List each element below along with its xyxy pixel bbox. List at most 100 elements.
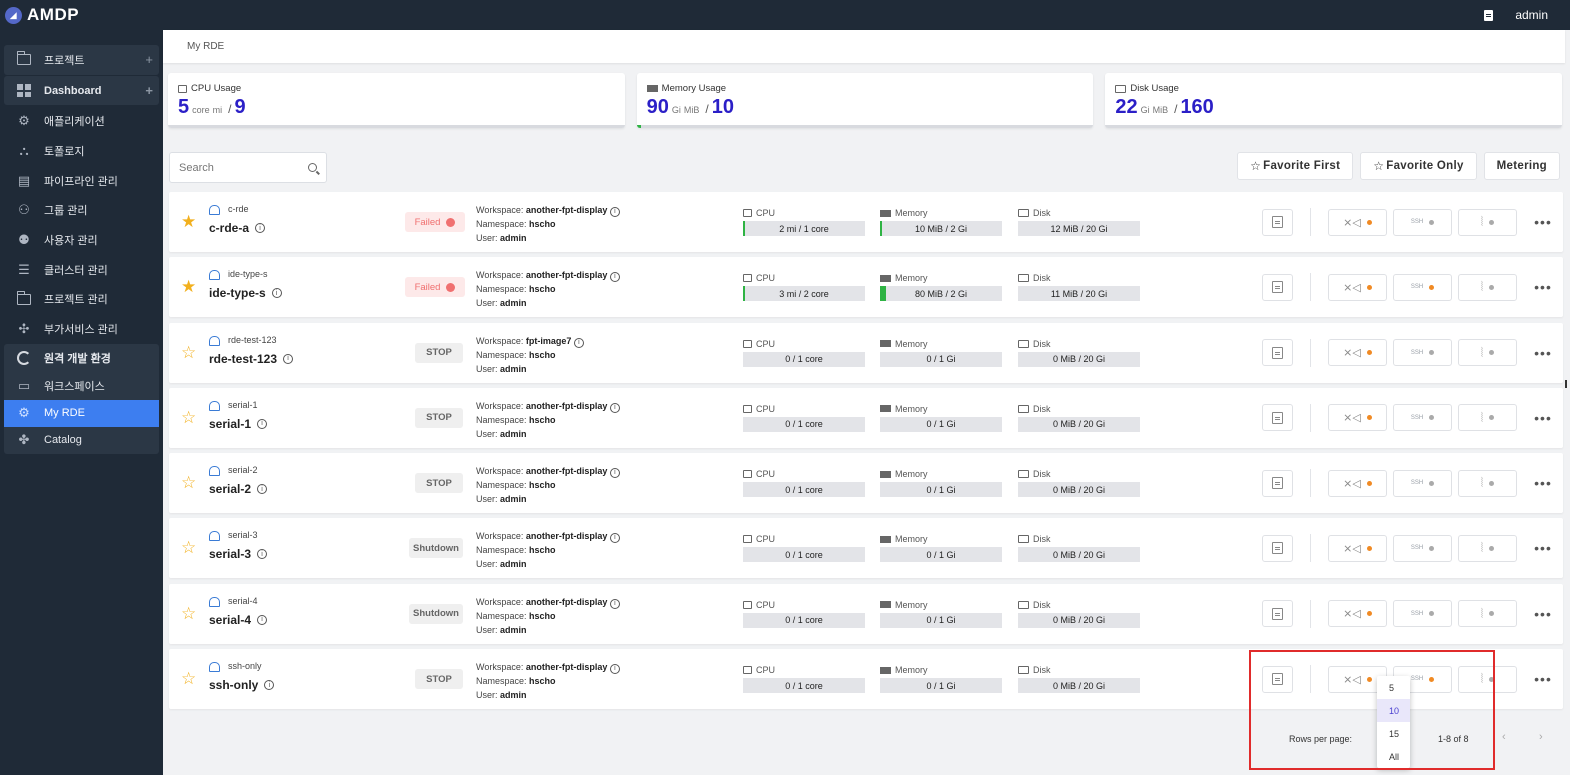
rde-name[interactable]: c-rde-a i (209, 221, 266, 235)
favorite-star-icon[interactable]: ★ (181, 277, 197, 297)
rows-option[interactable]: 15 (1389, 728, 1400, 739)
rde-name[interactable]: ide-type-s i (209, 286, 282, 300)
rde-name[interactable]: serial-2 i (209, 482, 268, 496)
info-icon[interactable]: i (255, 223, 266, 233)
sidebar-item-catalog[interactable]: ✤ Catalog (4, 427, 159, 454)
rows-option[interactable]: 10 (1377, 699, 1410, 722)
next-page-icon[interactable]: › (1539, 731, 1543, 743)
ssh-button[interactable]: SSH (1393, 208, 1452, 236)
vscode-button[interactable]: ⨯◁ (1328, 404, 1387, 432)
vscode-button[interactable]: ⨯◁ (1328, 339, 1387, 367)
ssh-button[interactable]: SSH (1393, 404, 1452, 432)
sidebar-item-project-manage[interactable]: 프로젝트 관리 (4, 285, 159, 315)
add-dashboard-icon[interactable]: + (145, 83, 153, 99)
rde-name[interactable]: rde-test-123 i (209, 352, 294, 366)
ssh-button[interactable]: SSH (1393, 534, 1452, 562)
jupyter-button[interactable]: ⦚ (1458, 469, 1517, 497)
jupyter-button[interactable]: ⦚ (1458, 404, 1517, 432)
rde-row[interactable]: ★ c-rde c-rde-a i Failed Workspace: anot… (169, 192, 1563, 252)
sidebar-item-application[interactable]: ⚙ 애플리케이션 (4, 106, 159, 136)
search-icon[interactable] (308, 163, 317, 172)
vscode-button[interactable]: ⨯◁ (1328, 600, 1387, 628)
jupyter-button[interactable]: ⦚ (1458, 534, 1517, 562)
rde-row[interactable]: ☆ rde-test-123 rde-test-123 i STOP Works… (169, 322, 1563, 383)
favorite-first-button[interactable]: ☆ Favorite First (1237, 152, 1354, 180)
rde-name[interactable]: serial-1 i (209, 417, 268, 431)
log-button[interactable] (1262, 339, 1293, 367)
search-input[interactable]: Search (169, 152, 327, 183)
sidebar-item-workspace[interactable]: ▭ 워크스페이스 (4, 373, 159, 400)
info-icon[interactable]: i (609, 272, 620, 283)
sidebar-item-addon[interactable]: ✣ 부가서비스 관리 (4, 314, 159, 344)
info-icon[interactable]: i (264, 680, 275, 691)
rows-option[interactable]: 5 (1389, 682, 1395, 693)
rows-per-page-dropdown[interactable]: 5 10 15 All (1377, 676, 1410, 768)
app-logo[interactable]: ◢ AMDP (0, 5, 79, 25)
log-button[interactable] (1262, 534, 1293, 562)
rde-row[interactable]: ☆ serial-2 serial-2 i STOP Workspace: an… (169, 453, 1563, 514)
favorite-star-icon[interactable]: ☆ (181, 407, 197, 427)
rde-row[interactable]: ☆ serial-3 serial-3 i Shutdown Workspace… (169, 518, 1563, 579)
rows-option[interactable]: All (1389, 751, 1400, 762)
favorite-star-icon[interactable]: ☆ (181, 538, 197, 558)
add-project-icon[interactable]: + (145, 52, 153, 68)
more-options-icon[interactable]: ••• (1534, 475, 1552, 492)
document-icon[interactable] (1484, 9, 1494, 21)
more-options-icon[interactable]: ••• (1534, 671, 1552, 688)
info-icon[interactable]: i (609, 468, 620, 479)
favorite-only-button[interactable]: ☆ Favorite Only (1360, 152, 1477, 180)
sidebar-item-my-rde[interactable]: ⚙ My RDE (4, 399, 159, 427)
rde-row[interactable]: ☆ serial-1 serial-1 i STOP Workspace: an… (169, 387, 1563, 448)
sidebar-item-pipeline[interactable]: ▤ 파이프라인 관리 (4, 166, 159, 196)
favorite-star-icon[interactable]: ☆ (181, 669, 197, 689)
log-button[interactable] (1262, 273, 1293, 301)
sidebar-item-group[interactable]: ⚇ 그룹 관리 (4, 195, 159, 225)
vscode-button[interactable]: ⨯◁ (1328, 534, 1387, 562)
more-options-icon[interactable]: ••• (1534, 344, 1552, 361)
more-options-icon[interactable]: ••• (1534, 279, 1552, 296)
jupyter-button[interactable]: ⦚ (1458, 665, 1517, 693)
info-icon[interactable]: i (609, 533, 620, 544)
info-icon[interactable]: i (257, 484, 268, 495)
prev-page-icon[interactable]: ‹ (1502, 731, 1506, 743)
info-icon[interactable]: i (257, 549, 268, 560)
sidebar-item-rde[interactable]: 원격 개발 환경 (4, 344, 159, 373)
sidebar-item-dashboard[interactable]: Dashboard + (4, 75, 159, 106)
rde-row[interactable]: ☆ ssh-only ssh-only i STOP Workspace: an… (169, 649, 1563, 710)
sidebar-item-topology[interactable]: ⛬ 토폴로지 (4, 136, 159, 166)
vscode-button[interactable]: ⨯◁ (1328, 273, 1387, 301)
ssh-button[interactable]: SSH (1393, 600, 1452, 628)
favorite-star-icon[interactable]: ★ (181, 212, 197, 231)
vscode-button[interactable]: ⨯◁ (1328, 208, 1387, 236)
jupyter-button[interactable]: ⦚ (1458, 208, 1517, 236)
ssh-button[interactable]: SSH (1393, 339, 1452, 367)
more-options-icon[interactable]: ••• (1534, 409, 1552, 426)
rde-row[interactable]: ★ ide-type-s ide-type-s i Failed Workspa… (169, 257, 1563, 318)
log-button[interactable] (1262, 600, 1293, 628)
info-icon[interactable]: i (609, 598, 620, 609)
ssh-button[interactable]: SSH (1393, 273, 1452, 301)
sidebar-item-user[interactable]: ⚉ 사용자 관리 (4, 225, 159, 255)
jupyter-button[interactable]: ⦚ (1458, 273, 1517, 301)
info-icon[interactable]: i (573, 337, 584, 348)
rde-name[interactable]: serial-3 i (209, 547, 268, 561)
vscode-button[interactable]: ⨯◁ (1328, 469, 1387, 497)
jupyter-button[interactable]: ⦚ (1458, 339, 1517, 367)
sidebar-item-cluster[interactable]: ☰ 클러스터 관리 (4, 255, 159, 285)
more-options-icon[interactable]: ••• (1534, 214, 1552, 230)
favorite-star-icon[interactable]: ☆ (181, 473, 197, 493)
info-icon[interactable]: i (609, 664, 620, 675)
jupyter-button[interactable]: ⦚ (1458, 600, 1517, 628)
metering-button[interactable]: Metering (1483, 152, 1560, 180)
rde-row[interactable]: ☆ serial-4 serial-4 i Shutdown Workspace… (169, 583, 1563, 644)
sidebar-item-project[interactable]: 프로젝트 + (4, 45, 159, 75)
more-options-icon[interactable]: ••• (1534, 540, 1552, 557)
info-icon[interactable]: i (609, 402, 620, 413)
log-button[interactable] (1262, 404, 1293, 432)
log-button[interactable] (1262, 208, 1293, 236)
ssh-button[interactable]: SSH (1393, 469, 1452, 497)
info-icon[interactable]: i (283, 353, 294, 364)
log-button[interactable] (1262, 665, 1293, 693)
scrollbar-marker[interactable] (1565, 380, 1567, 388)
info-icon[interactable]: i (271, 288, 282, 299)
